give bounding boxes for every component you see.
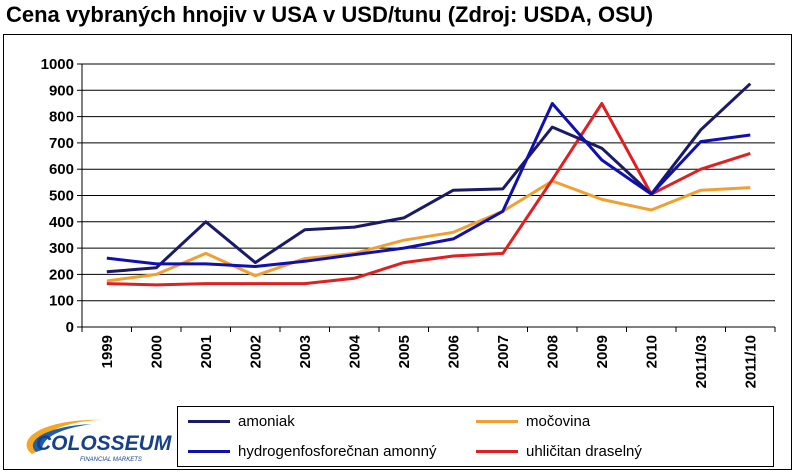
x-tick-label-2005: 2005	[396, 335, 413, 368]
y-tick-label-800: 800	[49, 109, 74, 126]
legend-label: hydrogenfosforečnan amonný	[238, 443, 437, 460]
y-axis-ticks: 0 100 200 300 400 500 600 700 800 900 1000	[41, 56, 74, 336]
y-tick-label-100: 100	[49, 293, 74, 310]
axes	[81, 64, 776, 332]
series-line-2	[106, 102, 751, 268]
logo-swoosh-icon	[26, 419, 105, 454]
colosseum-logo: COLOSSEUM FINANCIAL MARKETS	[26, 419, 172, 463]
y-tick-label-200: 200	[49, 266, 74, 283]
legend-swatch	[188, 420, 230, 423]
x-tick-label-2000: 2000	[148, 335, 165, 368]
series-line-1	[106, 179, 751, 283]
y-tick-label-600: 600	[49, 161, 74, 178]
y-tick-label-500: 500	[49, 188, 74, 205]
logo-wordmark: COLOSSEUM	[36, 432, 172, 455]
y-tick-label-900: 900	[49, 82, 74, 99]
legend-item-hydrogenfosforecnan: hydrogenfosforečnan amonný	[188, 443, 436, 460]
legend-label: amoniak	[238, 413, 295, 430]
x-tick-label-2010: 2010	[643, 335, 660, 368]
x-tick-label-2011/10: 2011/10	[742, 335, 759, 388]
x-tick-label-2009: 2009	[594, 335, 611, 368]
logo-tagline: FINANCIAL MARKETS	[80, 457, 142, 463]
x-axis-ticks: 1999 2000 2001 2002 2003 2004 2005 2006 2007 2008…	[99, 334, 760, 388]
x-tick-label-2006: 2006	[445, 335, 462, 368]
series-line-3	[106, 102, 751, 287]
x-tick-label-2002: 2002	[247, 335, 264, 368]
y-tick-label-1000: 1000	[41, 56, 74, 73]
legend-label: uhličitan draselný	[526, 443, 642, 460]
x-tick-label-2011/03: 2011/03	[693, 335, 710, 388]
legend-item-mocovina: močovina	[476, 413, 590, 430]
chart-legend: amoniak močovina hydrogenfosforečnan amo…	[177, 406, 774, 467]
legend-label: močovina	[526, 413, 591, 430]
y-tick-label-700: 700	[49, 135, 74, 152]
y-tick-label-0: 0	[66, 319, 74, 336]
chart-frame	[3, 34, 792, 470]
logo-swoosh-inner-icon	[32, 424, 92, 452]
series-lines	[106, 82, 752, 287]
legend-swatch	[476, 450, 518, 453]
x-tick-label-2003: 2003	[297, 335, 314, 368]
gridlines	[77, 63, 775, 328]
legend-swatch	[476, 420, 518, 423]
y-tick-label-400: 400	[49, 214, 74, 231]
legend-item-amoniak: amoniak	[188, 413, 295, 430]
series-line-0	[106, 82, 752, 274]
x-tick-label-2007: 2007	[495, 335, 512, 368]
x-tick-label-1999: 1999	[99, 335, 116, 368]
legend-item-uhlicitan: uhličitan draselný	[476, 443, 642, 460]
x-tick-label-2008: 2008	[544, 335, 561, 368]
x-tick-label-2004: 2004	[346, 334, 363, 368]
legend-swatch	[188, 450, 230, 453]
x-tick-label-2001: 2001	[198, 335, 215, 368]
chart-title: Cena vybraných hnojiv v USA v USD/tunu (…	[6, 2, 654, 27]
y-tick-label-300: 300	[49, 240, 74, 257]
